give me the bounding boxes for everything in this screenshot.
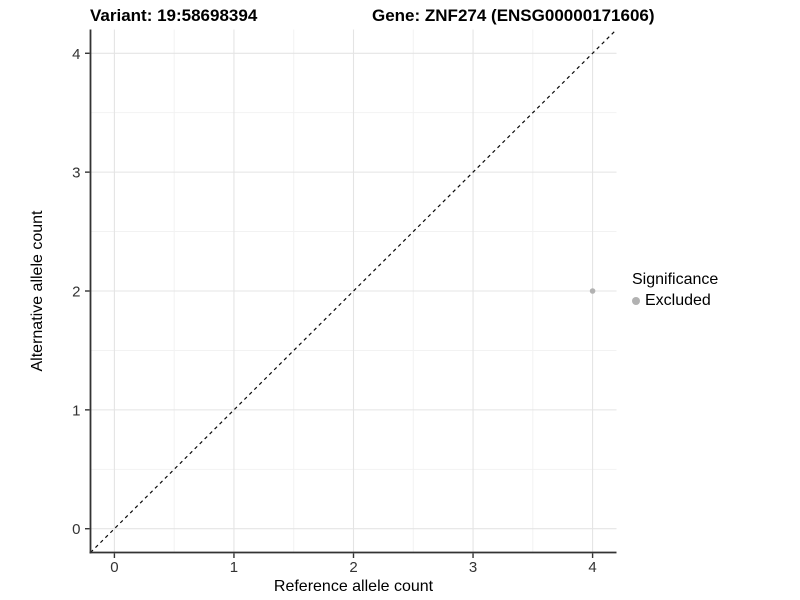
x-tick-label: 4 — [588, 559, 596, 576]
legend-title: Significance — [632, 271, 719, 288]
data-point — [589, 288, 596, 294]
x-tick-label: 3 — [469, 559, 477, 576]
x-tick-label: 1 — [230, 559, 238, 576]
plot-title-variant: Variant: 19:58698394 — [90, 6, 258, 25]
y-axis-title: Alternative allele count — [29, 210, 46, 372]
identity-reference-line — [90, 29, 617, 553]
legend-item: Excluded — [632, 292, 718, 310]
plot-title-gene: Gene: ZNF274 (ENSG00000171606) — [372, 6, 655, 25]
x-tick-label: 0 — [110, 559, 118, 576]
legend-point-marker-icon — [632, 297, 640, 305]
y-tick-label: 3 — [72, 165, 80, 182]
y-tick-label: 0 — [72, 521, 80, 538]
x-tick-label: 2 — [349, 559, 357, 576]
legend-item-label: Excluded — [645, 292, 711, 309]
y-tick-label: 4 — [72, 46, 80, 63]
legend: Significance Excluded — [632, 271, 718, 310]
x-axis-title: Reference allele count — [273, 578, 434, 595]
y-tick-label: 1 — [72, 402, 80, 419]
y-tick-label: 2 — [72, 284, 80, 301]
